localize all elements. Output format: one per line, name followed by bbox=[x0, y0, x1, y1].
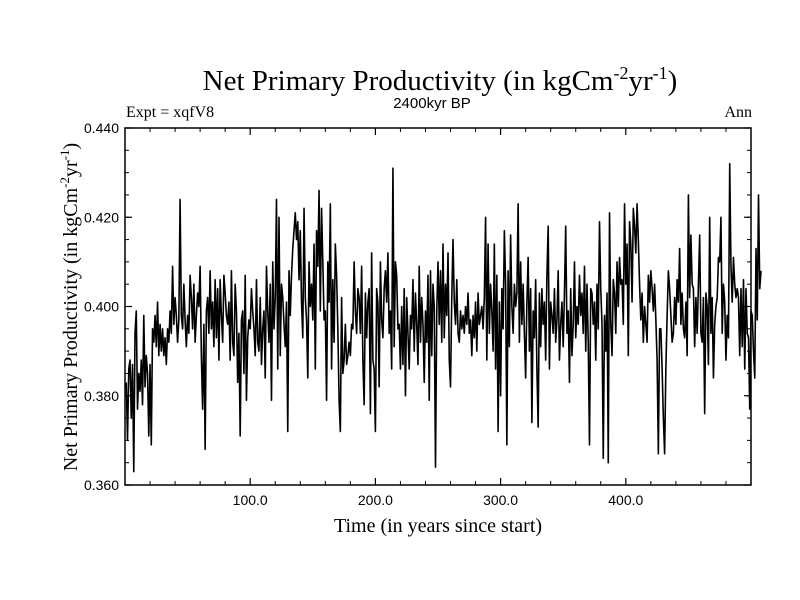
y-axis-label-sup-1: -2 bbox=[57, 177, 72, 188]
series-layer bbox=[125, 162, 762, 473]
chart-title-text: Net Primary Productivity (in kgCm bbox=[203, 65, 614, 97]
chart-title-end: ) bbox=[668, 65, 678, 97]
period-label: Ann bbox=[724, 104, 752, 121]
chart-title-sup-2: -1 bbox=[653, 63, 668, 83]
y-tick-label: 0.440 bbox=[84, 120, 119, 136]
y-axis-label: Net Primary Productivity (in kgCm-2yr-1) bbox=[57, 143, 82, 471]
y-axis-label-text: Net Primary Productivity (in kgCm bbox=[60, 187, 82, 471]
y-axis-label-mid: yr bbox=[60, 160, 82, 177]
y-tick-label: 0.360 bbox=[84, 477, 119, 493]
y-axis-label-end: ) bbox=[60, 143, 82, 150]
y-tick-label: 0.380 bbox=[84, 388, 119, 404]
series-line-0 bbox=[125, 162, 762, 473]
x-axis-label: Time (in years since start) bbox=[334, 515, 542, 537]
x-tick-label: 100.0 bbox=[233, 492, 268, 508]
x-axis: 100.0 200.0 300.0 400.0 bbox=[149, 128, 727, 508]
chart-title-mid: yr bbox=[628, 65, 653, 97]
plot-frame bbox=[124, 127, 752, 486]
expt-label: Expt = xqfV8 bbox=[126, 104, 214, 121]
x-tick-label: 400.0 bbox=[608, 492, 643, 508]
y-axis-label-sup-2: -1 bbox=[57, 150, 72, 161]
y-tick-label: 0.400 bbox=[84, 299, 119, 315]
chart-title-sup-1: -2 bbox=[613, 63, 628, 83]
x-tick-label: 200.0 bbox=[358, 492, 393, 508]
x-tick-label: 300.0 bbox=[483, 492, 518, 508]
chart-subtitle: 2400kyr BP bbox=[393, 95, 471, 112]
y-tick-label: 0.420 bbox=[84, 209, 119, 225]
chart-title: Net Primary Productivity (in kgCm-2yr-1) bbox=[203, 63, 678, 97]
